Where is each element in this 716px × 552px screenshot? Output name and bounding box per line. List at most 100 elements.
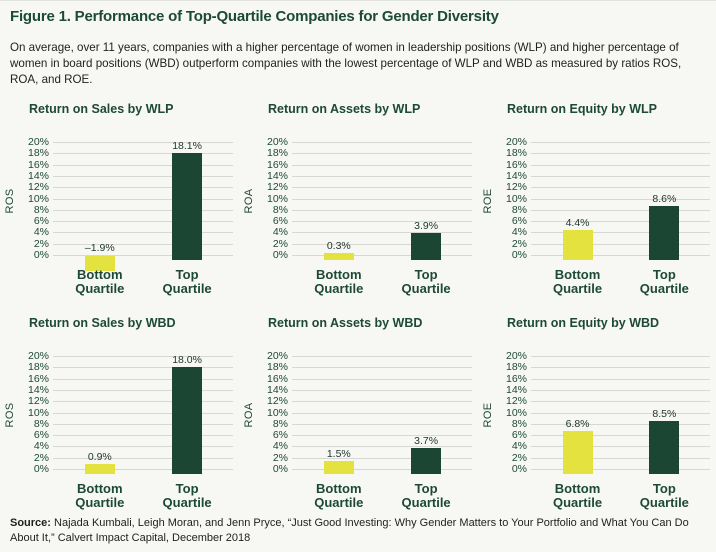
- gridline: [53, 198, 233, 200]
- bar-bottom-quartile: [323, 460, 354, 474]
- y-tick-label: 8%: [33, 417, 49, 430]
- gridline: [531, 243, 710, 245]
- source-label: Source:: [10, 517, 51, 529]
- y-tick-label: 2%: [33, 451, 49, 464]
- gridline: [531, 142, 710, 143]
- gridline: [292, 367, 472, 369]
- gridline: [292, 255, 472, 256]
- y-axis-ticks: 20% 18% 16% 14% 12% 10% 8% 6% 4% 2% 0%: [259, 351, 292, 475]
- bar-value-label: 18.0%: [172, 354, 202, 367]
- plot-area: 6.8% 8.5%: [531, 356, 710, 474]
- gridline: [53, 255, 233, 256]
- bar-value-label: 8.5%: [652, 407, 677, 420]
- y-axis: ROA: [239, 356, 259, 473]
- bar-top-quartile: [411, 448, 442, 474]
- y-tick-label: 4%: [33, 226, 49, 239]
- y-tick-label: 6%: [33, 429, 49, 442]
- y-tick-label: 10%: [266, 192, 288, 205]
- gridline: [292, 378, 472, 380]
- gridline: [53, 469, 233, 470]
- bar-chart: Return on Equity by WBD ROE 20% 18% 16% 14%…: [478, 317, 716, 531]
- chart-title: Return on Sales by WBD: [29, 316, 176, 330]
- bar-value-label: 0.9%: [87, 450, 112, 463]
- bar-chart: Return on Sales by WLP ROS 20% 18% 16% 14% 1…: [0, 103, 239, 317]
- gridline: [53, 367, 233, 369]
- y-axis-label: ROS: [4, 401, 16, 428]
- bar-top-quartile: [649, 420, 680, 474]
- x-axis-labels: Bottom Quartile Top Quartile: [292, 482, 472, 514]
- chart-title: Return on Sales by WLP: [29, 102, 174, 116]
- gridline: [292, 153, 472, 155]
- category-label: Top Quartile: [162, 481, 212, 510]
- y-tick-label: 10%: [505, 192, 527, 205]
- y-tick-label: 2%: [511, 237, 527, 250]
- x-axis-labels: Bottom Quartile Top Quartile: [531, 482, 710, 514]
- bar-bottom-quartile: [84, 463, 115, 474]
- y-axis-label: ROA: [243, 401, 255, 428]
- y-axis-label: ROE: [482, 187, 494, 214]
- bar-top-quartile: [649, 206, 680, 260]
- gridline: [53, 412, 233, 414]
- source-note: Source: Najada Kumbali, Leigh Moran, and…: [10, 516, 712, 546]
- gridline: [53, 221, 233, 223]
- bar-bottom-quartile: [562, 430, 593, 474]
- x-axis-labels: Bottom Quartile Top Quartile: [53, 482, 233, 514]
- gridline: [531, 255, 710, 256]
- y-axis: ROE: [478, 356, 498, 473]
- gridline: [531, 423, 710, 425]
- gridline: [292, 209, 472, 211]
- gridline: [292, 175, 472, 177]
- y-tick-label: 14%: [27, 169, 49, 182]
- gridline: [292, 142, 472, 143]
- gridline: [292, 446, 472, 448]
- category-label: Bottom Quartile: [314, 267, 364, 296]
- figure-title: Figure 1. Performance of Top-Quartile Co…: [10, 8, 499, 25]
- chart-title: Return on Equity by WLP: [507, 102, 657, 116]
- y-tick-label: 16%: [505, 158, 527, 171]
- y-tick-label: 20%: [266, 136, 288, 148]
- y-tick-label: 2%: [272, 237, 288, 250]
- bar-value-label: 1.5%: [326, 447, 351, 460]
- plot-area: –1.9% 18.1%: [53, 140, 233, 271]
- category-label: Top Quartile: [401, 481, 451, 510]
- chart-body: ROA 20% 18% 16% 14% 12% 10% 8% 6% 4% 2% 0% 1.5% 3.7…: [239, 351, 478, 475]
- gridline: [53, 142, 233, 143]
- gridline: [53, 175, 233, 177]
- chart-body: ROS 20% 18% 16% 14% 12% 10% 8% 6% 4% 2% 0% –1.9% 18…: [0, 137, 239, 271]
- y-tick-label: 20%: [505, 136, 527, 148]
- gridline: [53, 423, 233, 425]
- x-axis-labels: Bottom Quartile Top Quartile: [531, 268, 710, 300]
- category-label: Top Quartile: [401, 267, 451, 296]
- gridline: [292, 412, 472, 414]
- gridline: [53, 389, 233, 391]
- gridline: [292, 389, 472, 391]
- y-tick-label: 14%: [505, 383, 527, 396]
- gridline: [53, 356, 233, 357]
- y-axis-ticks: 20% 18% 16% 14% 12% 10% 8% 6% 4% 2% 0%: [259, 137, 292, 261]
- gridline: [292, 198, 472, 200]
- y-tick-label: 8%: [511, 203, 527, 216]
- gridline: [531, 232, 710, 234]
- y-tick-label: 4%: [272, 226, 288, 239]
- gridline: [53, 457, 233, 459]
- bar-bottom-quartile: [562, 230, 593, 260]
- y-tick-label: 2%: [272, 451, 288, 464]
- gridline: [53, 378, 233, 380]
- y-tick-label: 20%: [266, 350, 288, 362]
- gridline: [292, 187, 472, 189]
- y-tick-label: 0%: [33, 249, 49, 261]
- gridline: [531, 446, 710, 448]
- chart-body: ROE 20% 18% 16% 14% 12% 10% 8% 6% 4% 2% 0% 6.8% 8.5…: [478, 351, 716, 475]
- chart-title: Return on Equity by WBD: [507, 316, 660, 330]
- gridline: [53, 446, 233, 448]
- y-tick-label: 20%: [505, 350, 527, 362]
- x-axis-labels: Bottom Quartile Top Quartile: [53, 268, 233, 300]
- y-tick-label: 2%: [511, 451, 527, 464]
- gridline: [531, 187, 710, 189]
- gridline: [531, 175, 710, 177]
- plot-area: 1.5% 3.7%: [292, 356, 472, 474]
- gridline: [531, 356, 710, 357]
- gridline: [53, 187, 233, 189]
- y-axis: ROS: [0, 142, 20, 259]
